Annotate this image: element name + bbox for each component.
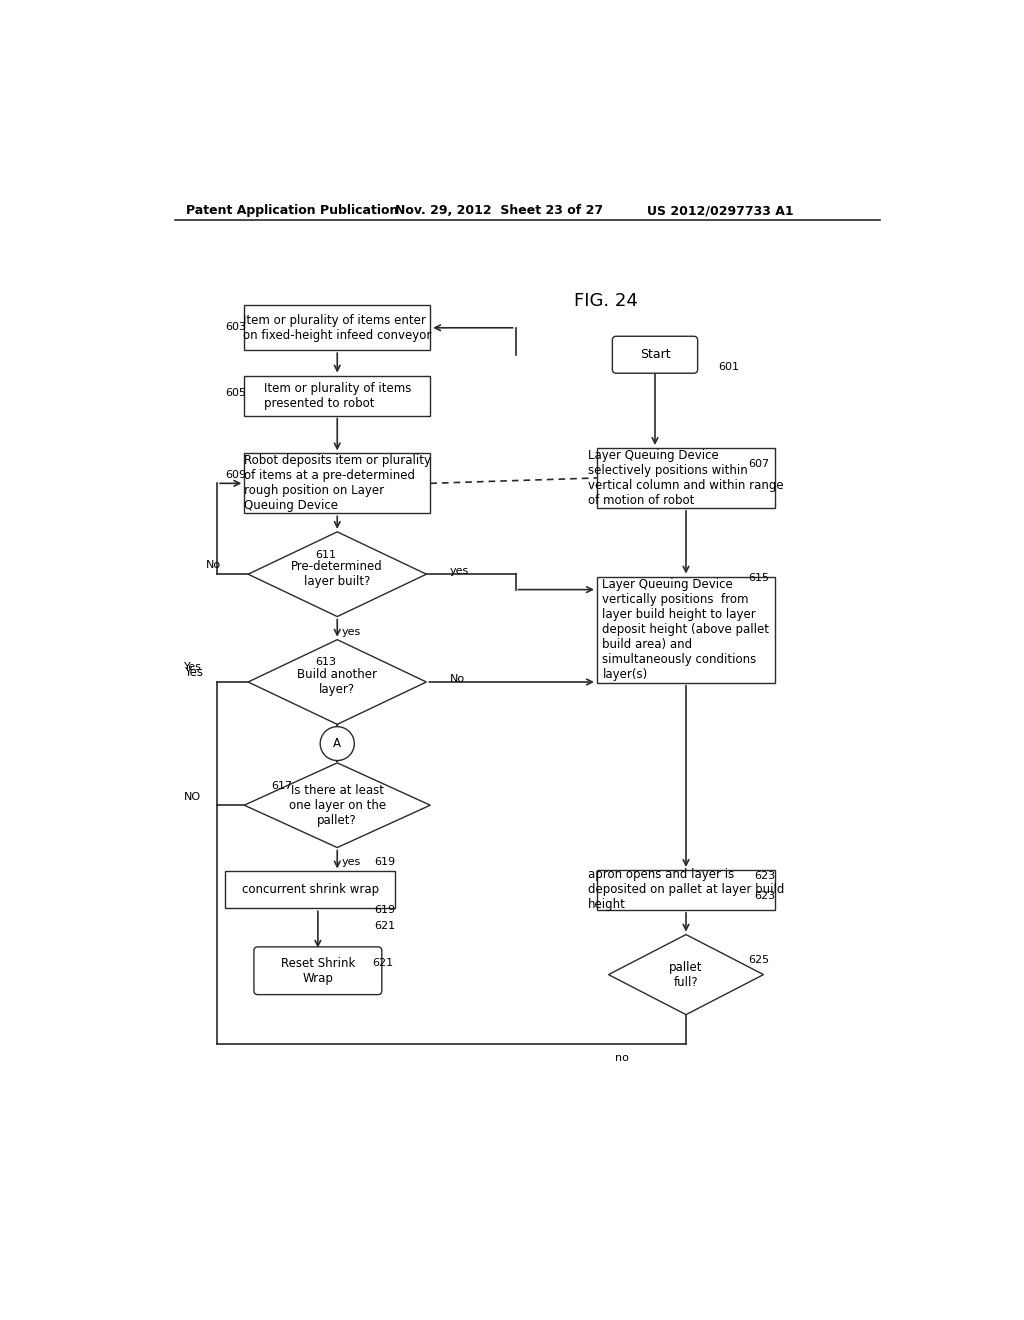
Text: Patent Application Publication: Patent Application Publication — [186, 205, 398, 218]
Text: 603: 603 — [225, 322, 246, 331]
Polygon shape — [245, 763, 430, 847]
Text: 619: 619 — [375, 906, 395, 915]
Polygon shape — [248, 640, 426, 725]
Text: no: no — [614, 1053, 629, 1063]
Text: FIG. 24: FIG. 24 — [573, 292, 638, 310]
Text: Yes: Yes — [183, 661, 202, 672]
Text: yes: yes — [342, 857, 361, 867]
Text: Build another
layer?: Build another layer? — [297, 668, 377, 696]
Text: Is there at least
one layer on the
pallet?: Is there at least one layer on the palle… — [289, 784, 386, 826]
Text: Robot deposits item or plurality
of items at a pre-determined
rough position on : Robot deposits item or plurality of item… — [244, 454, 431, 512]
Text: Start: Start — [640, 348, 671, 362]
Text: 609: 609 — [225, 470, 246, 480]
Text: No: No — [206, 560, 220, 570]
FancyBboxPatch shape — [245, 305, 430, 350]
FancyBboxPatch shape — [245, 453, 430, 513]
Text: 621: 621 — [375, 921, 395, 931]
Text: 615: 615 — [748, 573, 769, 582]
Text: 621: 621 — [372, 958, 393, 968]
Text: 607: 607 — [748, 459, 769, 469]
Text: 617: 617 — [271, 780, 293, 791]
FancyBboxPatch shape — [245, 376, 430, 416]
Text: Nov. 29, 2012  Sheet 23 of 27: Nov. 29, 2012 Sheet 23 of 27 — [395, 205, 603, 218]
Text: US 2012/0297733 A1: US 2012/0297733 A1 — [647, 205, 794, 218]
FancyBboxPatch shape — [225, 871, 395, 908]
Text: 625: 625 — [748, 954, 769, 965]
Text: Pre-determined
layer built?: Pre-determined layer built? — [292, 560, 383, 589]
Text: No: No — [450, 675, 465, 684]
Polygon shape — [248, 532, 426, 616]
Text: yes: yes — [342, 627, 361, 636]
Text: concurrent shrink wrap: concurrent shrink wrap — [242, 883, 379, 896]
Text: Item or plurality of items enter
on fixed-height infeed conveyor: Item or plurality of items enter on fixe… — [243, 314, 431, 342]
Text: 605: 605 — [225, 388, 246, 397]
Text: A: A — [333, 737, 341, 750]
Text: yes: yes — [450, 566, 469, 577]
FancyBboxPatch shape — [597, 447, 775, 508]
Text: apron opens and layer is
deposited on pallet at layer build
height: apron opens and layer is deposited on pa… — [588, 869, 784, 911]
Text: Layer Queuing Device
selectively positions within
vertical column and within ran: Layer Queuing Device selectively positio… — [588, 449, 783, 507]
Text: 623: 623 — [755, 871, 775, 882]
FancyBboxPatch shape — [597, 870, 775, 909]
FancyBboxPatch shape — [597, 577, 775, 682]
Text: Layer Queuing Device
vertically positions  from
layer build height to layer
depo: Layer Queuing Device vertically position… — [602, 578, 769, 681]
Text: 623: 623 — [755, 891, 775, 902]
Polygon shape — [608, 935, 764, 1015]
Text: Item or plurality of items
presented to robot: Item or plurality of items presented to … — [263, 381, 411, 409]
Text: NO: NO — [183, 792, 201, 803]
Text: 619: 619 — [375, 857, 395, 867]
Text: pallet
full?: pallet full? — [670, 961, 702, 989]
Text: 601: 601 — [719, 363, 739, 372]
Circle shape — [321, 726, 354, 760]
Text: 613: 613 — [315, 657, 337, 668]
Text: 611: 611 — [315, 549, 337, 560]
Text: Yes: Yes — [183, 667, 203, 680]
Text: Reset Shrink
Wrap: Reset Shrink Wrap — [281, 957, 355, 985]
FancyBboxPatch shape — [254, 946, 382, 995]
FancyBboxPatch shape — [612, 337, 697, 374]
